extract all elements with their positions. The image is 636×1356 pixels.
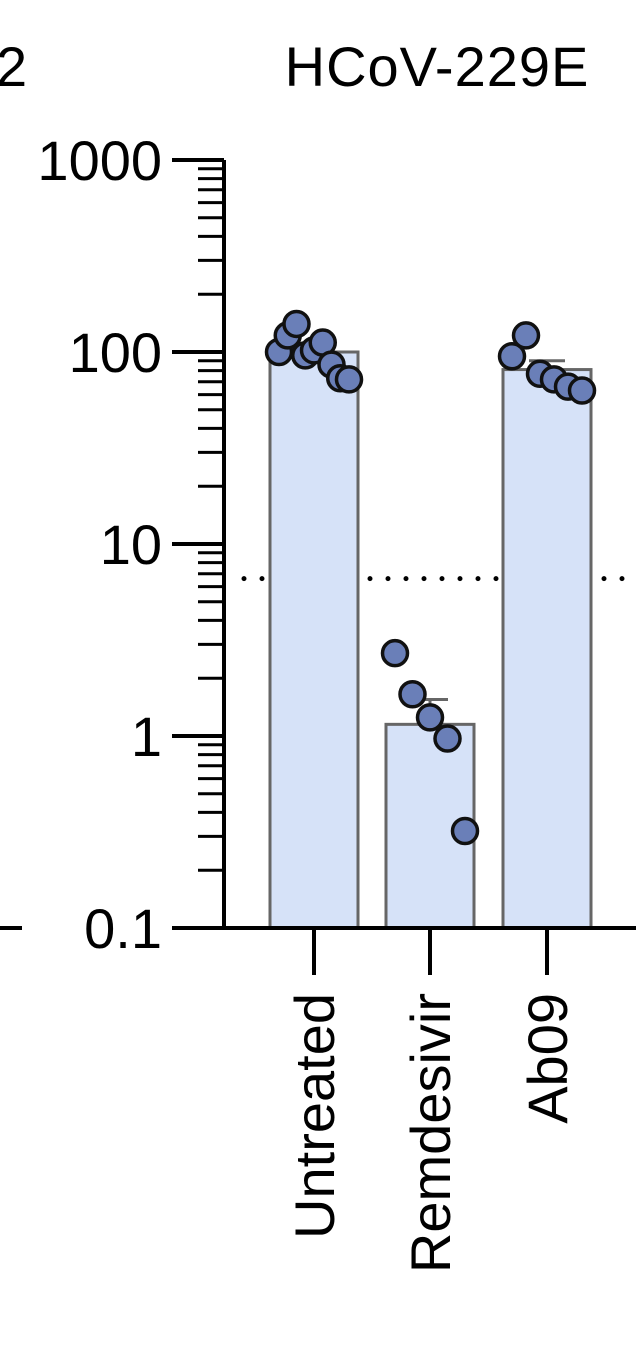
data-point-ab09	[567, 376, 597, 405]
data-point-remdesivir	[433, 724, 462, 753]
data-point-untreated	[334, 365, 364, 394]
data-point-remdesivir	[450, 816, 480, 846]
data-point-remdesivir	[398, 679, 427, 709]
previous-panel-title-fragment: 2	[0, 35, 27, 98]
y-tick-label: 1	[131, 705, 162, 768]
y-tick-label: 0.1	[84, 897, 162, 960]
data-point-ab09	[511, 321, 541, 350]
x-tick-label-ab09: Ab09	[516, 993, 579, 1124]
x-tick-label-remdesivir: Remdesivir	[399, 993, 462, 1273]
data-point-untreated	[282, 309, 311, 339]
plot-area: 1000 100 10 1 0.1 Untreated Remdesivir Ab09	[37, 129, 636, 1273]
bar-ab09	[501, 368, 593, 930]
y-tick-label: 100	[69, 321, 162, 384]
y-tick-label: 10	[100, 513, 162, 576]
bar-untreated	[268, 350, 360, 930]
data-point-remdesivir	[415, 703, 445, 732]
data-point-ab09	[497, 342, 527, 371]
data-point-remdesivir	[380, 638, 410, 668]
x-tick-label-untreated: Untreated	[283, 993, 346, 1239]
y-tick-label: 1000	[37, 129, 162, 192]
chart-title: HCoV-229E	[285, 35, 590, 98]
